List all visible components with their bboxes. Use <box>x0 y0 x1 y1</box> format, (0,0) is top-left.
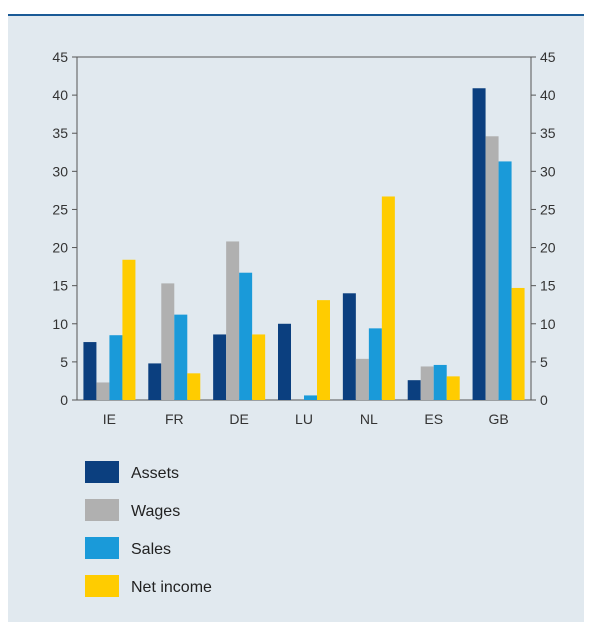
x-tick-label: IE <box>103 411 116 427</box>
bar-assets-de <box>213 334 227 400</box>
y-tick-label-right: 30 <box>540 163 556 179</box>
legend-label-wages: Wages <box>131 503 180 520</box>
legend-swatch-net-income <box>85 575 119 597</box>
bar-wages-gb <box>485 136 499 400</box>
legend-swatch-sales <box>85 537 119 559</box>
plot-frame <box>76 56 532 401</box>
bar-assets-fr <box>148 363 162 400</box>
y-tick-label-left: 35 <box>52 125 68 141</box>
y-tick-label-left: 45 <box>52 49 68 65</box>
bar-sales-nl <box>368 328 382 400</box>
y-tick-label-left: 20 <box>52 240 68 256</box>
bar-wages-nl <box>355 358 369 400</box>
legend-swatch-assets <box>85 461 119 483</box>
bar-net-income-fr <box>187 373 201 400</box>
bar-net-income-gb <box>511 287 525 400</box>
bar-net-income-de <box>252 334 266 400</box>
bar-sales-ie <box>109 335 123 400</box>
bar-assets-lu <box>278 323 291 400</box>
bar-sales-gb <box>498 161 512 400</box>
bar-wages-de <box>226 241 240 400</box>
bar-net-income-ie <box>122 259 136 400</box>
bar-net-income-nl <box>381 196 395 400</box>
bar-wages-ie <box>96 382 110 400</box>
y-tick-label-left: 0 <box>60 392 68 408</box>
y-tick-label-left: 40 <box>52 87 68 103</box>
y-tick-label-left: 10 <box>52 316 68 332</box>
y-tick-label-left: 30 <box>52 163 68 179</box>
y-tick-label-left: 5 <box>60 354 68 370</box>
bar-wages-fr <box>161 283 175 400</box>
y-tick-label-right: 40 <box>540 87 556 103</box>
x-tick-label: DE <box>229 411 248 427</box>
legend-label-net-income: Net income <box>131 579 212 596</box>
legend-label-assets: Assets <box>131 465 179 482</box>
bar-net-income-lu <box>317 300 330 400</box>
x-tick-label: LU <box>295 411 313 427</box>
bar-sales-es <box>433 364 447 400</box>
y-tick-label-right: 15 <box>540 278 556 294</box>
bar-assets-nl <box>342 293 356 400</box>
bar-assets-gb <box>472 88 486 401</box>
y-tick-label-left: 25 <box>52 201 68 217</box>
bar-assets-ie <box>83 342 97 400</box>
bar-sales-fr <box>174 314 188 400</box>
y-tick-label-right: 0 <box>540 392 548 408</box>
y-tick-label-right: 35 <box>540 125 556 141</box>
x-tick-label: FR <box>165 411 184 427</box>
x-tick-label: GB <box>488 411 508 427</box>
bar-sales-de <box>239 272 253 400</box>
y-tick-label-right: 10 <box>540 316 556 332</box>
bar-assets-es <box>407 380 421 400</box>
legend-swatch-wages <box>85 499 119 521</box>
legend-label-sales: Sales <box>131 541 171 558</box>
bar-net-income-es <box>446 376 460 400</box>
y-tick-label-right: 45 <box>540 49 556 65</box>
x-tick-label: ES <box>424 411 443 427</box>
x-tick-label: NL <box>360 411 378 427</box>
bar-wages-es <box>420 366 434 400</box>
y-tick-label-left: 15 <box>52 278 68 294</box>
y-tick-label-right: 20 <box>540 240 556 256</box>
y-tick-label-right: 5 <box>540 354 548 370</box>
bar-sales-lu <box>304 395 317 400</box>
y-tick-label-right: 25 <box>540 201 556 217</box>
